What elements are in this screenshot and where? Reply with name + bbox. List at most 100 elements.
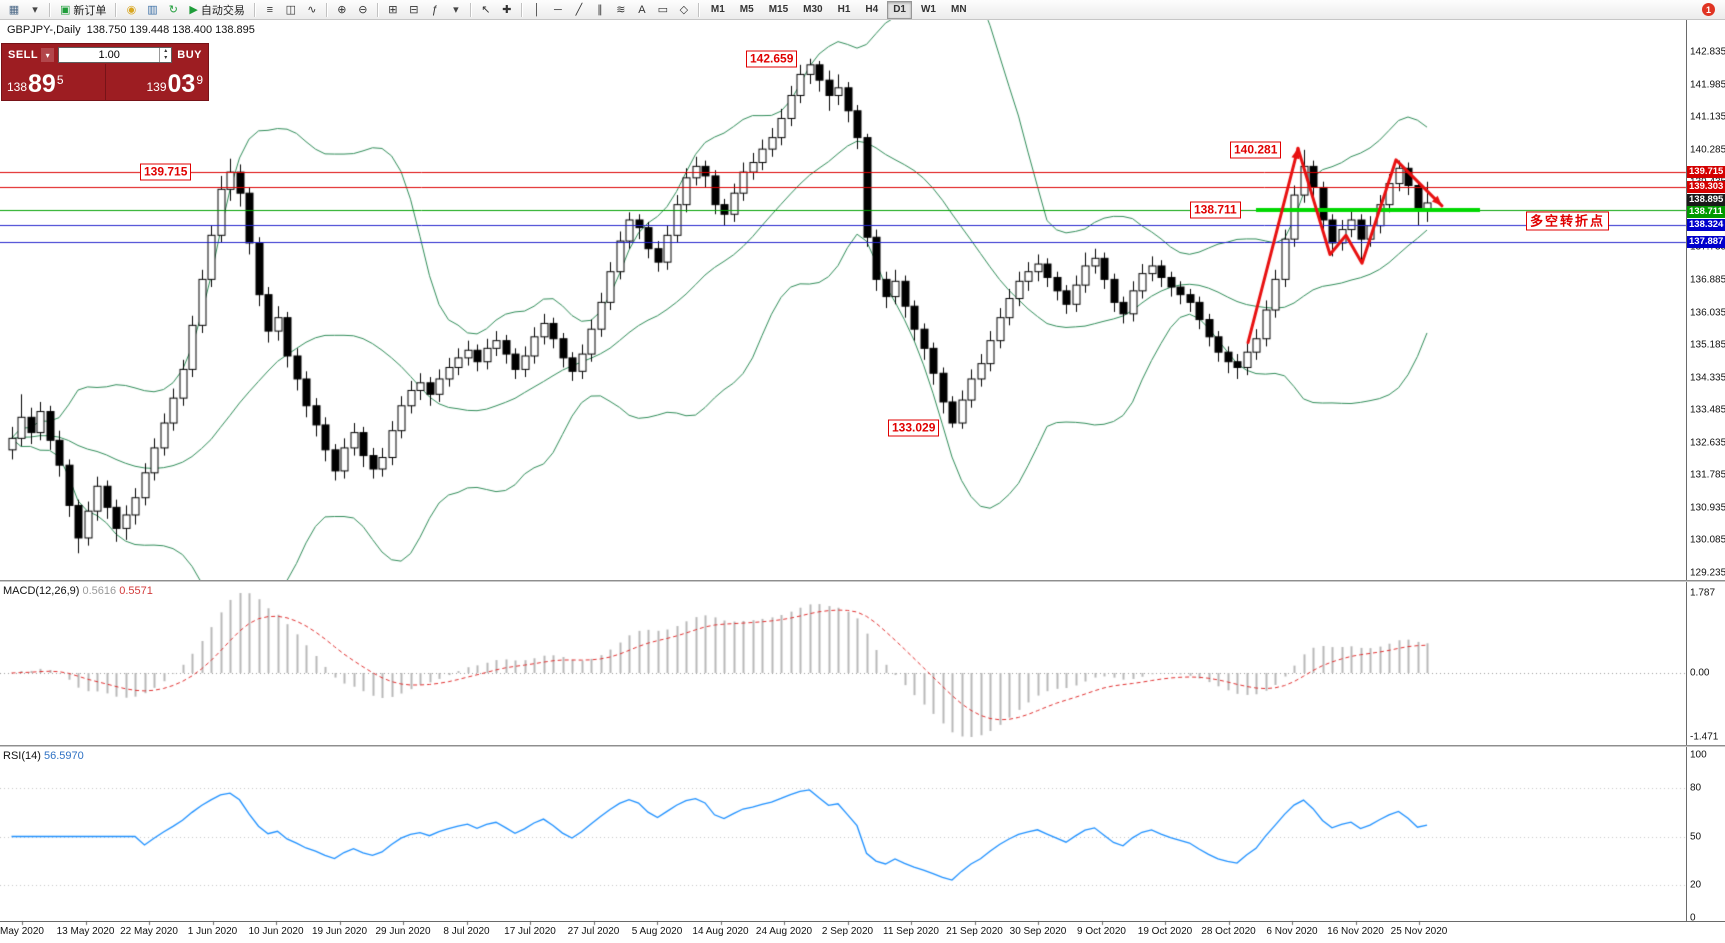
bar-chart-icon[interactable]: ≡ bbox=[266, 3, 274, 16]
line-chart-icon[interactable]: ∿ bbox=[307, 4, 317, 16]
panel-divider-macd[interactable] bbox=[0, 580, 1725, 582]
date-axis-label: 11 Sep 2020 bbox=[883, 926, 939, 937]
toolbar-separator bbox=[697, 2, 700, 17]
accounts-icon[interactable]: ▥ bbox=[147, 4, 158, 16]
price-axis-tick: 131.785 bbox=[1690, 469, 1725, 481]
zoom-in-icon[interactable]: ⊕ bbox=[337, 4, 347, 16]
sell-price-head: 138 bbox=[7, 80, 28, 94]
toolbar-separator bbox=[520, 2, 523, 17]
date-axis-label: 1 Jun 2020 bbox=[187, 926, 238, 937]
shapes-icon[interactable]: ◇ bbox=[679, 4, 689, 16]
autotrade-button-label: 自动交易 bbox=[200, 4, 245, 17]
timeframe-m30[interactable]: M30 bbox=[803, 3, 823, 15]
tile-windows-icon[interactable]: ⊞ bbox=[388, 4, 398, 16]
panel-divider-rsi[interactable] bbox=[0, 745, 1725, 747]
rsi-axis-label: 0 bbox=[1690, 912, 1696, 924]
date-axis-label: 27 Jul 2020 bbox=[567, 926, 620, 937]
dropdown-icon[interactable]: ▾ bbox=[32, 4, 38, 16]
price-axis-tick: 141.135 bbox=[1690, 111, 1725, 123]
price-axis-border bbox=[1686, 20, 1687, 921]
vertical-line-icon[interactable]: │ bbox=[533, 3, 541, 16]
trendline-icon[interactable]: ╱ bbox=[575, 4, 583, 16]
macd-indicator-label: MACD(12,26,9) 0.5616 0.5571 bbox=[3, 585, 153, 597]
buy-label: BUY bbox=[177, 49, 202, 61]
price-axis-tick: 134.335 bbox=[1690, 372, 1725, 384]
price-axis-tick: 129.235 bbox=[1690, 567, 1725, 579]
price-axis-tick: 133.485 bbox=[1690, 404, 1725, 416]
buy-button[interactable]: 139 03 9 bbox=[106, 64, 209, 100]
timeframe-mn[interactable]: MN bbox=[950, 3, 967, 15]
new-order-button-icon: ▣ bbox=[60, 4, 71, 16]
date-axis-label: 5 Aug 2020 bbox=[631, 926, 683, 937]
date-axis-label: 16 Nov 2020 bbox=[1327, 926, 1384, 937]
toolbar: ▦ ▾ ▣ 新订单 ◉ ▥ ↻ ▶ 自动交易 ≡ ◫ ∿ ⊕ ⊖ ⊞ ⊟ ƒ ▾ ↖ ✚ │ ─ ╱ ∥ ≋ A ▭ ◇ M1 M5 M15… bbox=[0, 0, 1725, 20]
macd-axis-label: 1.787 bbox=[1690, 587, 1716, 599]
crosshair-icon[interactable]: ✚ bbox=[502, 4, 512, 16]
indicators-icon[interactable]: ƒ bbox=[431, 3, 438, 16]
date-axis-label: 6 Nov 2020 bbox=[1266, 926, 1318, 937]
one-click-trading-panel: SELL ▾ 1.00 ▴ ▾ BUY 138 89 5 139 03 9 bbox=[2, 44, 208, 100]
timeframe-m1[interactable]: M1 bbox=[710, 3, 725, 15]
indicators-dropdown-icon[interactable]: ▾ bbox=[453, 4, 459, 16]
fibonacci-icon[interactable]: ≋ bbox=[616, 4, 626, 16]
rsi-value: 56.5970 bbox=[43, 750, 84, 762]
date-axis-label: 19 Jun 2020 bbox=[311, 926, 368, 937]
timeframe-m5[interactable]: M5 bbox=[739, 3, 754, 15]
date-axis-label: 9 Oct 2020 bbox=[1077, 926, 1126, 937]
volume-up-icon[interactable]: ▴ bbox=[164, 48, 168, 54]
price-tag: 137.887 bbox=[1687, 235, 1725, 248]
date-axis-label: 24 Aug 2020 bbox=[755, 926, 813, 937]
volume-input[interactable]: 1.00 ▴ ▾ bbox=[58, 47, 173, 63]
refresh-icon[interactable]: ↻ bbox=[168, 4, 179, 16]
volume-down-icon[interactable]: ▾ bbox=[164, 55, 168, 61]
text-label-icon[interactable]: ▭ bbox=[657, 4, 669, 16]
autotrade-button[interactable]: ▶ 自动交易 bbox=[184, 1, 249, 18]
cursor-icon[interactable]: ↖ bbox=[481, 4, 491, 16]
symbol-info: GBPJPY-,Daily 138.750 139.448 138.400 13… bbox=[7, 24, 255, 36]
deposit-icon[interactable]: ◉ bbox=[126, 4, 137, 16]
toolbar-separator bbox=[115, 2, 118, 17]
label-133029: 133.029 bbox=[888, 419, 940, 437]
horizontal-line-icon[interactable]: ─ bbox=[553, 3, 562, 16]
buy-price-head: 139 bbox=[146, 80, 167, 94]
sell-label: SELL bbox=[8, 49, 39, 61]
candlestick-chart-icon[interactable]: ◫ bbox=[285, 4, 297, 16]
toolbar-separator bbox=[49, 2, 51, 17]
timeframe-w1[interactable]: W1 bbox=[920, 3, 936, 15]
text-icon[interactable]: A bbox=[638, 3, 646, 16]
notification-badge[interactable]: 1 bbox=[1702, 3, 1715, 16]
equidistant-channel-icon[interactable]: ∥ bbox=[597, 4, 603, 16]
timeframe-h4[interactable]: H4 bbox=[865, 3, 879, 15]
timeframe-h1[interactable]: H1 bbox=[837, 3, 851, 15]
toolbar-separator bbox=[469, 2, 472, 17]
date-axis-label: 22 May 2020 bbox=[120, 926, 178, 937]
price-tag: 139.715 bbox=[1687, 165, 1725, 178]
sell-button[interactable]: 138 89 5 bbox=[2, 64, 106, 100]
timeframe-d1[interactable]: D1 bbox=[887, 0, 912, 19]
rsi-name: RSI(14) bbox=[3, 750, 41, 762]
toolbar-separator bbox=[325, 2, 328, 17]
macd-value-signal: 0.5571 bbox=[119, 585, 153, 597]
timeframe-m15[interactable]: M15 bbox=[768, 3, 789, 15]
chart-window-icon[interactable]: ▦ bbox=[8, 4, 20, 16]
price-axis-tick: 130.935 bbox=[1690, 502, 1725, 514]
auto-arrange-icon[interactable]: ⊟ bbox=[409, 4, 419, 16]
date-axis-label: 30 Sep 2020 bbox=[1009, 926, 1067, 937]
price-axis-tick: 136.035 bbox=[1690, 307, 1725, 318]
volume-spinner[interactable]: ▴ ▾ bbox=[159, 48, 171, 62]
zoom-out-icon[interactable]: ⊖ bbox=[358, 4, 368, 16]
price-axis-tick: 130.085 bbox=[1690, 534, 1725, 546]
price-axis-tick: 135.185 bbox=[1690, 339, 1725, 351]
toolbar-separator bbox=[253, 2, 256, 17]
new-order-button[interactable]: ▣ 新订单 bbox=[55, 1, 111, 18]
rsi-indicator-label: RSI(14) 56.5970 bbox=[3, 750, 84, 762]
sell-price-big: 89 bbox=[28, 70, 56, 98]
order-type-caret-icon[interactable]: ▾ bbox=[41, 48, 55, 62]
rsi-axis-label: 20 bbox=[1690, 879, 1702, 891]
price-axis-tick: 142.835 bbox=[1690, 46, 1725, 58]
macd-value-main: 0.5616 bbox=[82, 585, 117, 597]
volume-value[interactable]: 1.00 bbox=[98, 49, 120, 61]
date-axis-label: 28 Oct 2020 bbox=[1201, 926, 1256, 937]
date-axis-label: 2 Sep 2020 bbox=[821, 926, 874, 937]
